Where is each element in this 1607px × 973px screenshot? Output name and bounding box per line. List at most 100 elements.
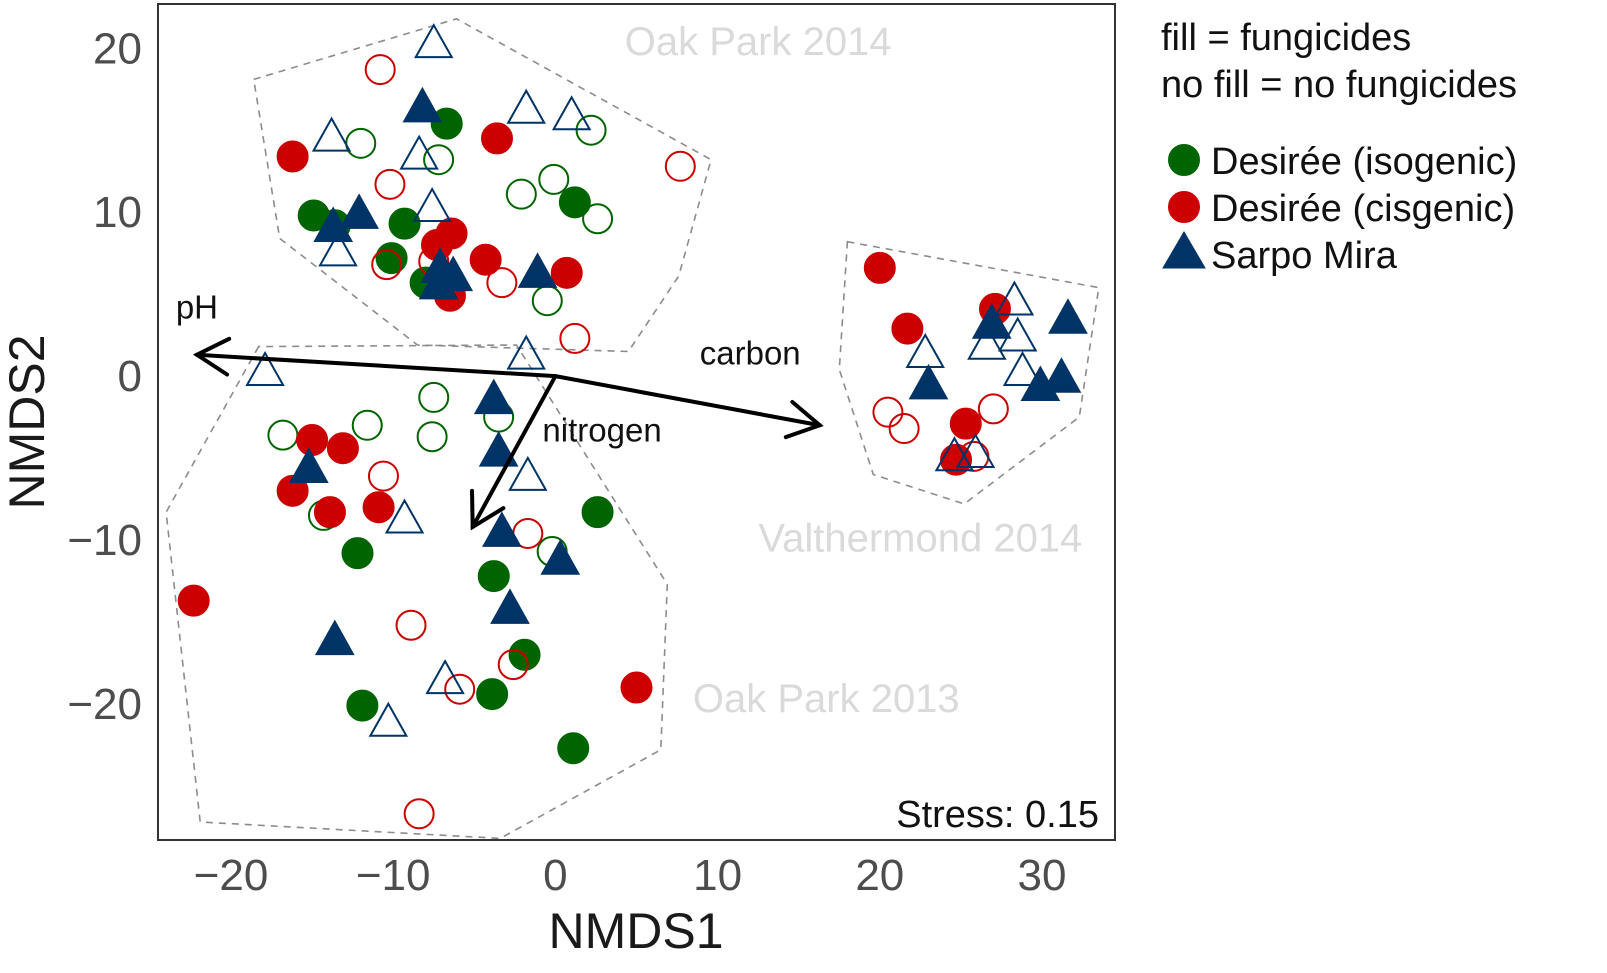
point-circle-0-15 [351, 409, 383, 441]
point-triangle-2-36 [384, 498, 425, 534]
point-circle-1-1 [481, 122, 514, 155]
point-triangle-2-1 [339, 193, 379, 229]
point-triangle-2-6 [517, 252, 558, 288]
legend-marker-1 [1168, 191, 1200, 223]
point-circle-1-12 [664, 150, 696, 182]
point-triangle-2-9 [551, 95, 592, 131]
point-circle-1-4 [469, 243, 502, 276]
point-triangle-2-18 [1041, 357, 1082, 393]
point-circle-1-13 [559, 322, 591, 354]
point-triangle-2-24 [934, 436, 975, 472]
legend-label-sarpo-mira: Sarpo Mira [1211, 235, 1398, 277]
point-triangle-2-15 [971, 303, 1012, 339]
plot-border [157, 3, 1116, 841]
point-circle-0-26 [476, 678, 509, 711]
point-circle-1-28 [367, 460, 399, 492]
y-tick-label: 0 [118, 352, 142, 401]
group-labels: Oak Park 2014 Valthermond 2014 Oak Park 20… [625, 20, 1083, 721]
point-circle-1-26 [313, 496, 346, 529]
y-tick-label: −20 [67, 680, 142, 729]
vector-nitrogen-label: nitrogen [542, 412, 661, 449]
y-axis-ticks: −20 −10 0 10 20 [67, 24, 142, 729]
point-circle-0-8 [423, 144, 455, 176]
point-circle-0-6 [558, 186, 591, 219]
point-triangle-2-28 [473, 378, 514, 415]
point-circle-1-21 [977, 393, 1009, 425]
point-triangle-2-31 [482, 511, 522, 547]
point-circle-0-3 [388, 207, 421, 240]
vector-pH-label: pH [176, 289, 218, 326]
point-triangle-2-19 [994, 280, 1035, 316]
point-triangle-2-25 [955, 432, 996, 468]
x-tick-label: 20 [855, 851, 904, 900]
point-triangle-2-23 [1002, 350, 1043, 386]
y-tick-label: 10 [93, 188, 142, 237]
point-circle-1-11 [486, 267, 518, 299]
point-triangle-2-16 [1048, 298, 1088, 334]
y-tick-label: −10 [67, 516, 142, 565]
point-triangle-2-5 [418, 263, 459, 300]
group-hull-0 [252, 17, 713, 353]
point-circle-0-21 [341, 537, 374, 570]
x-tick-label: 30 [1018, 851, 1067, 900]
legend-label-isogenic: Desirée (isogenic) [1211, 141, 1517, 183]
point-triangle-2-33 [490, 588, 530, 624]
point-circle-1-31 [620, 671, 653, 704]
point-circle-1-32 [395, 609, 427, 641]
legend-note-nofill: no fill = no fungicides [1161, 64, 1517, 106]
point-circle-1-15 [891, 312, 924, 345]
group-label-1: Valthermond 2014 [758, 516, 1082, 560]
point-triangle-2-26 [245, 350, 285, 386]
point-circle-0-27 [557, 732, 590, 765]
x-tick-label: 10 [693, 851, 742, 900]
point-circle-1-30 [177, 584, 210, 617]
legend-note-fill: fill = fungicides [1161, 17, 1411, 59]
x-tick-label: −10 [356, 851, 431, 900]
vector-carbon-line [553, 374, 822, 428]
point-circle-1-34 [444, 673, 476, 705]
point-triangle-2-22 [967, 324, 1007, 360]
group-hulls [165, 17, 1100, 840]
point-circle-0-17 [416, 421, 448, 453]
point-circle-1-23 [296, 424, 329, 457]
y-tick-label: 20 [93, 24, 142, 73]
point-triangle-2-20 [997, 316, 1038, 352]
point-triangle-2-37 [425, 659, 465, 695]
vector-pH-arrowhead [192, 336, 232, 377]
point-circle-1-25 [276, 474, 309, 507]
point-triangle-2-32 [540, 539, 581, 575]
point-triangle-2-27 [506, 334, 546, 370]
point-circle-0-4 [375, 242, 408, 275]
point-triangle-2-35 [508, 455, 548, 491]
point-triangle-2-10 [311, 116, 352, 152]
legend: fill = fungicides no fill = no fungicide… [1161, 17, 1517, 277]
point-triangle-2-14 [908, 363, 949, 400]
point-triangle-2-29 [478, 431, 519, 467]
data-points [177, 23, 1088, 830]
y-axis-title: NMDS2 [0, 334, 55, 509]
legend-marker-2 [1162, 231, 1206, 269]
point-triangle-2-12 [412, 187, 452, 223]
point-circle-1-24 [326, 432, 359, 465]
point-circle-1-17 [949, 407, 982, 440]
point-triangle-2-13 [318, 231, 358, 267]
point-circle-1-6 [550, 256, 583, 289]
x-axis-ticks: −20 −10 0 10 20 30 [194, 851, 1067, 900]
point-circle-0-9 [505, 178, 537, 210]
point-circle-0-0 [430, 107, 463, 140]
point-triangle-2-8 [506, 88, 546, 124]
point-triangle-2-0 [402, 86, 443, 123]
point-triangle-2-38 [368, 701, 409, 737]
point-circle-1-27 [362, 491, 395, 524]
point-triangle-2-30 [288, 447, 329, 483]
x-tick-label: −20 [194, 851, 269, 900]
stress-label: Stress: 0.15 [896, 794, 1099, 836]
point-circle-0-14 [418, 381, 450, 413]
point-triangle-2-11 [399, 134, 439, 170]
group-label-2: Oak Park 2013 [693, 677, 960, 721]
point-circle-1-8 [374, 168, 406, 200]
point-circle-1-0 [276, 140, 309, 173]
point-circle-0-12 [582, 203, 614, 235]
legend-label-cisgenic: Desirée (cisgenic) [1211, 188, 1515, 230]
